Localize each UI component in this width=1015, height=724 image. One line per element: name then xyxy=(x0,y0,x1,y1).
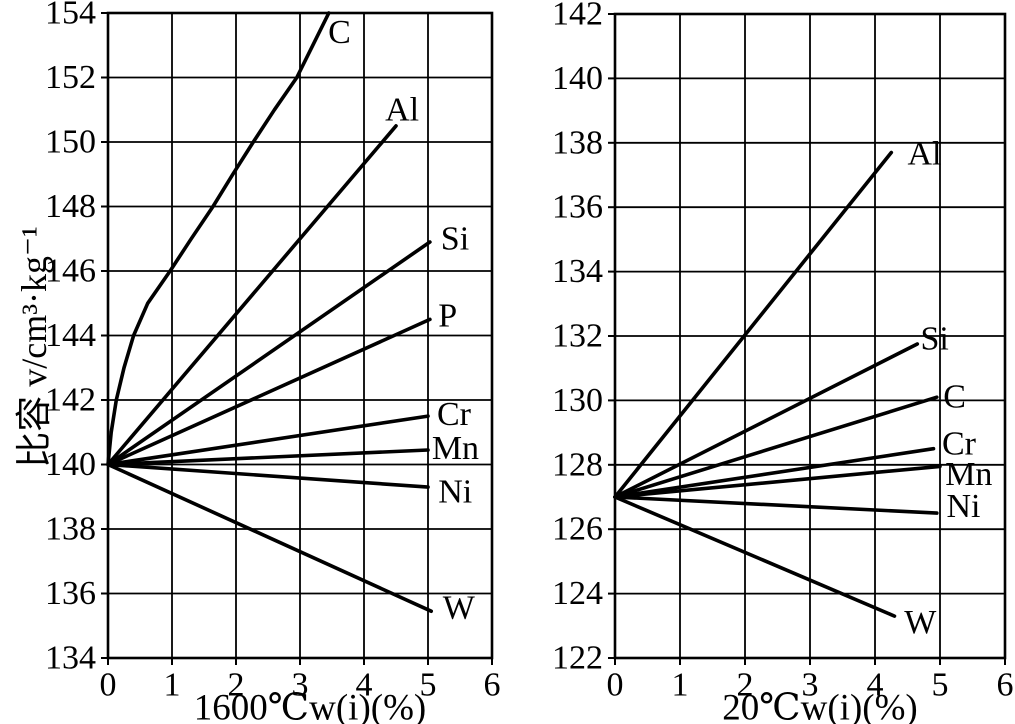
chart-1600C-series-C-line xyxy=(106,11,331,467)
chart-20C-y-tick-label: 132 xyxy=(552,318,603,355)
chart-20C-series-Mn-line xyxy=(613,464,942,499)
chart-1600C-series-C-label: C xyxy=(328,14,351,51)
chart-20C-series-Ni-label: Ni xyxy=(947,488,981,525)
chart-1600C-x-tick-label: 1 xyxy=(164,667,181,704)
chart-20C-series-C-line xyxy=(613,395,939,499)
chart-20C-y-tick-label: 138 xyxy=(552,124,603,161)
chart-20C-series-W-line xyxy=(613,495,897,618)
chart-1600C-y-tick-label: 152 xyxy=(45,59,96,96)
chart-1600C-y-tick-label: 154 xyxy=(45,0,96,32)
chart-20C-series-C-label: C xyxy=(943,379,966,416)
chart-1600C-series-Al-label: Al xyxy=(385,91,419,128)
chart-20C-x-tick-label: 2 xyxy=(737,667,754,704)
chart-1600C-y-tick-label: 134 xyxy=(45,640,96,677)
chart-20C-series-Al-line xyxy=(613,150,894,499)
chart-20C-series-Si-label: Si xyxy=(921,321,949,358)
chart-1600C-series-Ni-label: Ni xyxy=(438,473,472,510)
chart-20C-x-tick-label: 4 xyxy=(867,667,884,704)
chart-20C-series-Si-line xyxy=(613,342,920,499)
chart-1600C-y-tick-label: 144 xyxy=(45,317,96,354)
chart-20C-y-tick-label: 134 xyxy=(552,253,603,290)
chart-1600C-y-tick-label: 142 xyxy=(45,382,96,419)
chart-20C-y-tick-label: 142 xyxy=(552,0,603,33)
chart-20C-series-Cr-label: Cr xyxy=(942,425,977,462)
chart-1600C-series-Cr-line xyxy=(106,414,430,467)
chart-1600C-y-tick-label: 138 xyxy=(45,511,96,548)
chart-1600C-y-tick-label: 146 xyxy=(45,253,96,290)
chart-20C-y-tick-label: 122 xyxy=(552,640,603,677)
chart-20C-y-tick-label: 124 xyxy=(552,575,603,612)
chart-1600C-x-tick-label: 3 xyxy=(292,667,309,704)
chart-20C-series-Al-label: Al xyxy=(908,136,942,173)
chart-1600C-y-tick-label: 150 xyxy=(45,124,96,161)
chart-1600C-x-tick-label: 5 xyxy=(420,667,437,704)
chart-1600C-x-tick-label: 0 xyxy=(100,667,117,704)
chart-1600C-x-axis-title: 1600℃w(i)(%) xyxy=(194,688,427,724)
chart-20C-y-tick-label: 136 xyxy=(552,189,603,226)
chart-1600C-y-tick-label: 136 xyxy=(45,575,96,612)
chart-1600C-series-Si-line xyxy=(106,240,432,467)
y-axis-title: 比容 v/cm³·kg⁻¹ xyxy=(14,226,54,468)
chart-20C-x-tick-label: 3 xyxy=(802,667,819,704)
chart-1600C-series-Mn-line xyxy=(106,448,430,467)
chart-20C-y-tick-label: 128 xyxy=(552,446,603,483)
chart-20C-series-Mn-label: Mn xyxy=(945,456,992,493)
chart-1600C-series-P-label: P xyxy=(438,298,457,335)
chart-20C-x-tick-label: 5 xyxy=(932,667,949,704)
chart-1600C-series-P-line xyxy=(106,317,432,467)
chart-20C-y-tick-label: 126 xyxy=(552,511,603,548)
chart-20C-x-tick-label: 1 xyxy=(672,667,689,704)
chart-20C-x-tick-label: 0 xyxy=(607,667,624,704)
chart-1600C-series-W-line xyxy=(106,462,434,614)
chart-1600C-series-Ni-line xyxy=(106,462,430,489)
chart-1600C-x-tick-label: 4 xyxy=(356,667,373,704)
chart-1600C-y-tick-label: 148 xyxy=(45,188,96,225)
chart-1600C-x-tick-label: 6 xyxy=(484,667,501,704)
chart-1600C-x-tick-label: 2 xyxy=(228,667,245,704)
chart-20C-y-tick-label: 130 xyxy=(552,382,603,419)
chart-1600C-series-W-label: W xyxy=(443,590,476,627)
chart-20C-x-tick-label: 6 xyxy=(997,667,1014,704)
chart-20C-series-Ni-line xyxy=(613,495,939,515)
chart-20C-series-Cr-line xyxy=(613,446,936,499)
chart-1600C-series-Cr-label: Cr xyxy=(437,396,472,433)
chart-20C-y-tick-label: 140 xyxy=(552,60,603,97)
chart-1600C-series-Al-line xyxy=(106,124,398,467)
chart-1600C-series-Mn-label: Mn xyxy=(432,430,479,467)
chart-20C-x-axis-title: 20℃w(i)(%) xyxy=(722,688,918,724)
chart-20C-series-W-label: W xyxy=(904,604,937,641)
chart-1600C-series-Si-label: Si xyxy=(441,220,469,257)
chart-1600C-y-tick-label: 140 xyxy=(45,446,96,483)
